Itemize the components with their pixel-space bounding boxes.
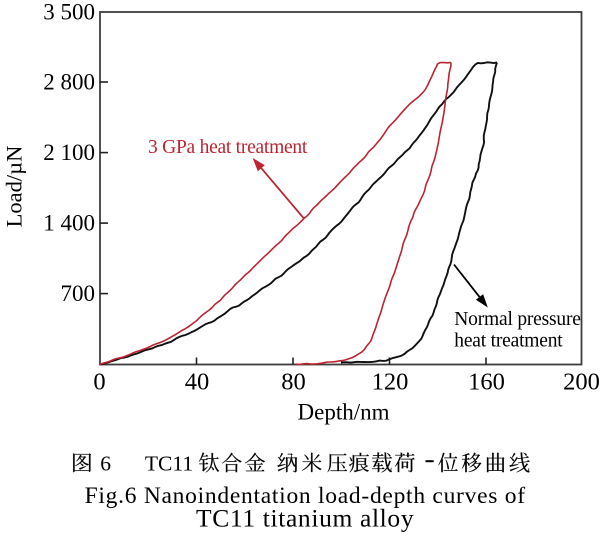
svg-text:3 GPa heat treatment: 3 GPa heat treatment (148, 137, 308, 158)
svg-text:TC11 titanium alloy: TC11 titanium alloy (196, 504, 414, 533)
svg-text:TC11: TC11 (145, 452, 193, 476)
svg-text:6: 6 (100, 452, 111, 476)
svg-text:Load/µN: Load/µN (2, 146, 27, 228)
svg-text:80: 80 (281, 369, 306, 396)
svg-text:40: 40 (185, 369, 210, 396)
svg-text:Depth/nm: Depth/nm (298, 400, 390, 425)
svg-text:Normal pressure: Normal pressure (454, 309, 580, 330)
svg-text:3 500: 3 500 (43, 0, 95, 25)
svg-text:120: 120 (372, 369, 409, 396)
svg-text:Fig.6 Nanoindentation load-dep: Fig.6 Nanoindentation load-depth curves … (85, 483, 526, 509)
svg-text:200: 200 (563, 369, 600, 396)
svg-text:700: 700 (61, 281, 96, 306)
svg-text:heat treatment: heat treatment (454, 330, 563, 351)
svg-text:2 800: 2 800 (43, 70, 95, 95)
svg-text:2 100: 2 100 (43, 140, 95, 165)
svg-text:0: 0 (93, 369, 105, 396)
svg-text:1 400: 1 400 (43, 211, 95, 236)
svg-text:160: 160 (468, 369, 505, 396)
